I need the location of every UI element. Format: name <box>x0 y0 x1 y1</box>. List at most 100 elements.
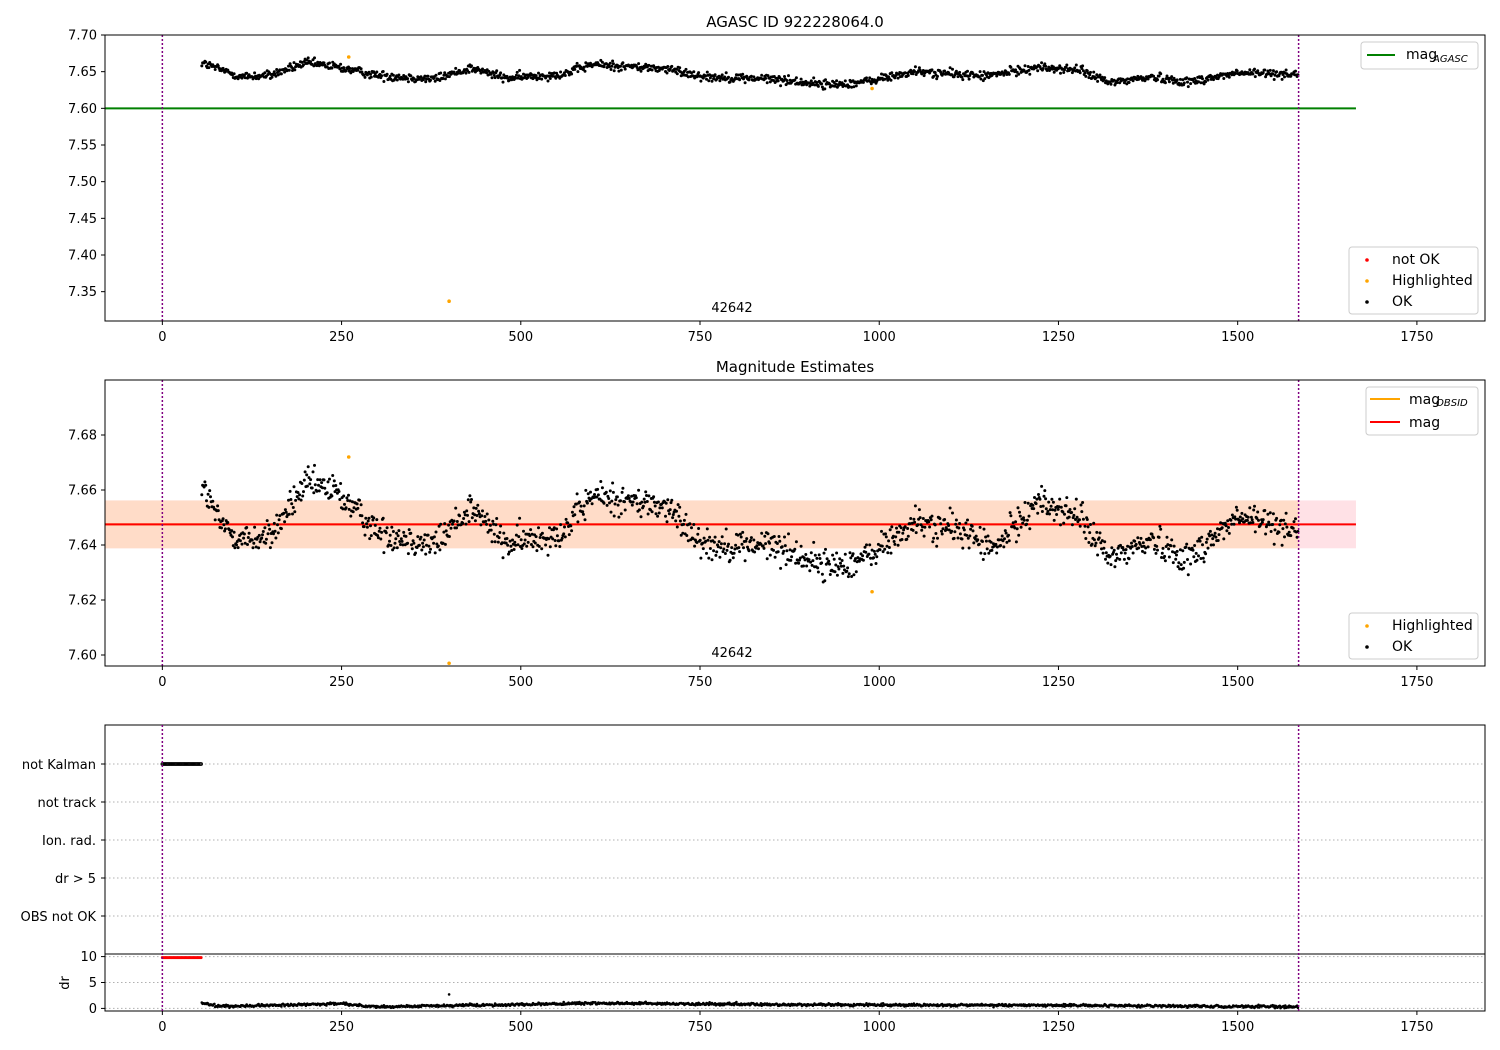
ok-point <box>300 482 304 485</box>
ok-point <box>504 541 508 545</box>
ok-point <box>614 498 618 502</box>
ok-point <box>1204 552 1208 556</box>
ok-point <box>485 522 488 526</box>
ok-point <box>397 73 401 77</box>
ok-point <box>1114 559 1118 563</box>
ok-point <box>1208 534 1212 538</box>
ok-point <box>1181 78 1185 82</box>
dr-x-tick-label: 500 <box>508 1020 533 1035</box>
ok-point <box>449 526 453 530</box>
ok-point <box>583 518 587 522</box>
ok-point <box>727 75 730 79</box>
ok-point <box>552 71 556 75</box>
highlighted-point <box>447 661 451 666</box>
ok-point <box>559 70 563 74</box>
y-tick-label: 7.66 <box>68 484 97 499</box>
ok-point <box>567 533 571 537</box>
ok-point <box>674 519 678 523</box>
ok-point <box>864 550 868 554</box>
ok-point <box>388 74 392 78</box>
ok-point <box>615 63 619 67</box>
ok-point <box>477 509 481 513</box>
ok-point <box>233 546 237 550</box>
ok-point <box>1080 510 1084 514</box>
dr-outlier-point <box>447 993 451 996</box>
ok-point <box>872 556 876 560</box>
ok-point <box>843 552 847 556</box>
ok-point <box>578 500 581 504</box>
ok-point <box>479 71 483 75</box>
ok-point <box>423 74 427 78</box>
ok-point <box>243 541 247 545</box>
ok-point <box>287 64 290 68</box>
ok-point <box>645 500 649 503</box>
ok-point <box>637 62 641 66</box>
ok-point <box>892 540 896 543</box>
ok-point <box>952 536 956 540</box>
ok-point <box>1227 75 1231 79</box>
ok-point <box>671 516 675 520</box>
ok-point <box>815 556 819 560</box>
ok-point <box>1224 524 1228 528</box>
ok-point <box>216 504 220 508</box>
x-tick-label: 250 <box>329 675 354 690</box>
y-tick-label: 7.62 <box>68 594 97 609</box>
ok-point <box>576 70 580 74</box>
ok-point <box>699 79 703 83</box>
ok-point <box>809 79 813 83</box>
ok-point <box>1280 77 1284 81</box>
ok-point <box>429 78 432 82</box>
ok-point <box>1063 512 1066 516</box>
ok-point <box>1052 70 1056 74</box>
ok-point <box>417 543 421 547</box>
y-tick-label: 7.65 <box>68 65 97 80</box>
ok-point <box>1281 527 1285 531</box>
ok-point <box>540 547 544 551</box>
ok-point <box>313 483 317 487</box>
ok-point <box>1209 543 1213 547</box>
ok-point <box>372 70 376 74</box>
ok-point <box>883 77 887 81</box>
ok-point <box>1099 541 1103 545</box>
ok-point <box>705 70 709 74</box>
ok-point <box>982 527 986 531</box>
ok-point <box>305 61 309 65</box>
ok-point <box>1015 527 1019 531</box>
ok-point <box>994 542 998 546</box>
ok-point <box>667 512 671 516</box>
ok-point <box>1027 514 1031 518</box>
ok-point <box>827 559 831 563</box>
ok-point <box>1025 522 1029 526</box>
ok-point <box>1186 80 1189 84</box>
ok-point <box>701 547 705 551</box>
ok-point <box>490 76 494 80</box>
ok-point <box>741 530 745 534</box>
ok-point <box>1186 558 1189 561</box>
ok-point <box>279 527 283 531</box>
ok-point <box>1096 79 1100 83</box>
ok-point <box>1092 521 1096 525</box>
ok-point <box>658 506 662 510</box>
ok-point <box>569 524 573 528</box>
agasc-panel: 0 250 500 750 1000 1250 1500 1750 7.35 7.40 7.45 7… <box>68 13 1486 345</box>
ok-point <box>1041 504 1045 508</box>
ok-point <box>685 534 689 537</box>
ok-point <box>728 80 732 84</box>
ok-point <box>341 507 345 511</box>
ok-point <box>705 551 708 555</box>
ok-point <box>406 80 410 84</box>
ok-point <box>1144 77 1148 81</box>
ok-point <box>487 518 491 522</box>
ok-point <box>738 550 742 554</box>
ok-point <box>1220 526 1224 530</box>
ok-point <box>387 543 391 547</box>
ok-point <box>785 549 789 553</box>
ok-point <box>570 510 574 514</box>
ok-point <box>294 498 298 502</box>
ok-point <box>1248 506 1252 510</box>
ok-point <box>707 556 711 560</box>
ok-point <box>465 509 469 513</box>
ok-point <box>1005 540 1009 544</box>
ok-point <box>1253 530 1257 534</box>
ok-point <box>652 495 656 499</box>
